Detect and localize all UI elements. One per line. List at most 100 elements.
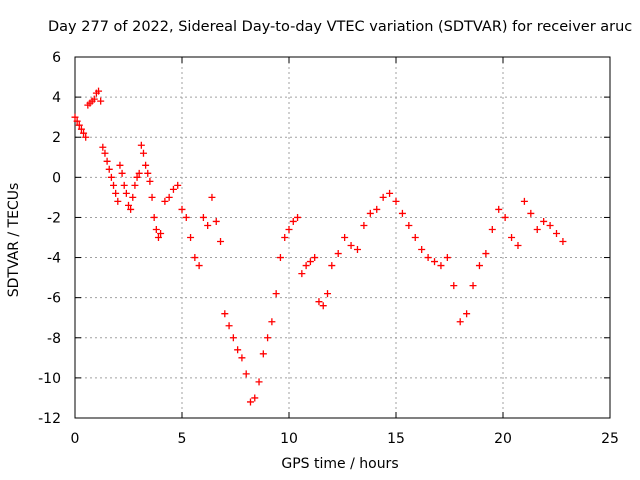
- data-point: [73, 117, 81, 125]
- data-point: [298, 270, 306, 278]
- data-point: [546, 221, 554, 229]
- data-point: [373, 205, 381, 213]
- data-point: [82, 133, 90, 141]
- data-point: [540, 217, 548, 225]
- data-point: [120, 181, 128, 189]
- y-tick-label: -12: [38, 411, 61, 427]
- data-point: [251, 394, 259, 402]
- data-point: [144, 169, 152, 177]
- y-tick-label: -8: [47, 331, 61, 347]
- data-point: [238, 354, 246, 362]
- data-point: [353, 246, 361, 254]
- data-point: [110, 181, 118, 189]
- data-point: [242, 370, 250, 378]
- data-point: [152, 225, 160, 233]
- y-tick-label: 0: [52, 170, 61, 186]
- data-point: [488, 225, 496, 233]
- data-point: [315, 298, 323, 306]
- data-point: [80, 129, 88, 137]
- data-point: [195, 262, 203, 270]
- data-point: [204, 221, 212, 229]
- data-point: [246, 398, 254, 406]
- data-point: [294, 213, 302, 221]
- data-point: [139, 149, 147, 157]
- data-point: [75, 121, 83, 129]
- data-point: [208, 193, 216, 201]
- data-point: [268, 318, 276, 326]
- data-point: [392, 197, 400, 205]
- axis-ticks: 0 5 10 15 20 25 -12 -10 -8 -6 -4 -2 0 2 4 6: [38, 50, 619, 447]
- data-point: [469, 282, 477, 290]
- data-point: [112, 189, 120, 197]
- data-point: [418, 246, 426, 254]
- data-point: [405, 221, 413, 229]
- data-point: [99, 143, 107, 151]
- data-point: [118, 169, 126, 177]
- data-point: [169, 185, 177, 193]
- data-point: [191, 254, 199, 262]
- grid-lines: [75, 57, 610, 418]
- y-tick-label: -4: [47, 251, 61, 267]
- y-axis-label: SDTVAR / TECUs: [6, 182, 22, 298]
- data-point: [450, 282, 458, 290]
- data-point: [328, 262, 336, 270]
- x-axis-label: GPS time / hours: [281, 456, 399, 472]
- y-tick-label: 6: [52, 50, 61, 66]
- data-point: [150, 213, 158, 221]
- data-point: [221, 310, 229, 318]
- data-point: [306, 258, 314, 266]
- data-point: [259, 350, 267, 358]
- data-point: [165, 193, 173, 201]
- y-tick-label: 2: [52, 130, 61, 146]
- data-points: [71, 87, 567, 406]
- data-point: [475, 262, 483, 270]
- data-point: [495, 205, 503, 213]
- data-point: [182, 213, 190, 221]
- x-tick-label: 25: [601, 431, 619, 447]
- data-point: [187, 234, 195, 241]
- data-point: [424, 254, 432, 262]
- data-point: [514, 242, 522, 250]
- x-tick-label: 15: [387, 431, 405, 447]
- data-point: [443, 254, 451, 262]
- data-point: [559, 238, 567, 246]
- data-point: [411, 234, 419, 241]
- data-point: [520, 197, 528, 205]
- data-point: [276, 254, 284, 262]
- data-point: [302, 262, 310, 270]
- data-point: [148, 193, 156, 201]
- data-point: [217, 238, 225, 246]
- data-point: [212, 217, 220, 225]
- x-tick-label: 10: [280, 431, 298, 447]
- data-point: [129, 193, 137, 201]
- data-point: [437, 262, 445, 270]
- data-point: [157, 229, 165, 237]
- data-point: [264, 334, 272, 342]
- data-point: [161, 197, 169, 205]
- y-tick-label: -2: [47, 210, 61, 226]
- data-point: [101, 149, 109, 157]
- data-point: [386, 189, 394, 197]
- data-point: [482, 250, 490, 258]
- data-point: [553, 229, 560, 237]
- data-point: [285, 225, 293, 233]
- data-point: [347, 242, 355, 250]
- data-point: [97, 97, 105, 105]
- data-point: [137, 141, 145, 149]
- data-point: [527, 209, 535, 217]
- data-point: [114, 197, 122, 205]
- data-point: [174, 181, 182, 189]
- data-point: [311, 254, 319, 262]
- chart-title: Day 277 of 2022, Sidereal Day-to-day VTE…: [48, 19, 633, 35]
- data-point: [289, 217, 297, 225]
- data-point: [125, 201, 132, 209]
- data-point: [199, 213, 207, 221]
- data-point: [319, 302, 327, 310]
- data-point: [90, 95, 98, 103]
- data-point: [154, 234, 162, 241]
- data-point: [135, 169, 143, 177]
- data-point: [229, 334, 237, 342]
- data-point: [142, 161, 150, 169]
- data-point: [146, 177, 154, 185]
